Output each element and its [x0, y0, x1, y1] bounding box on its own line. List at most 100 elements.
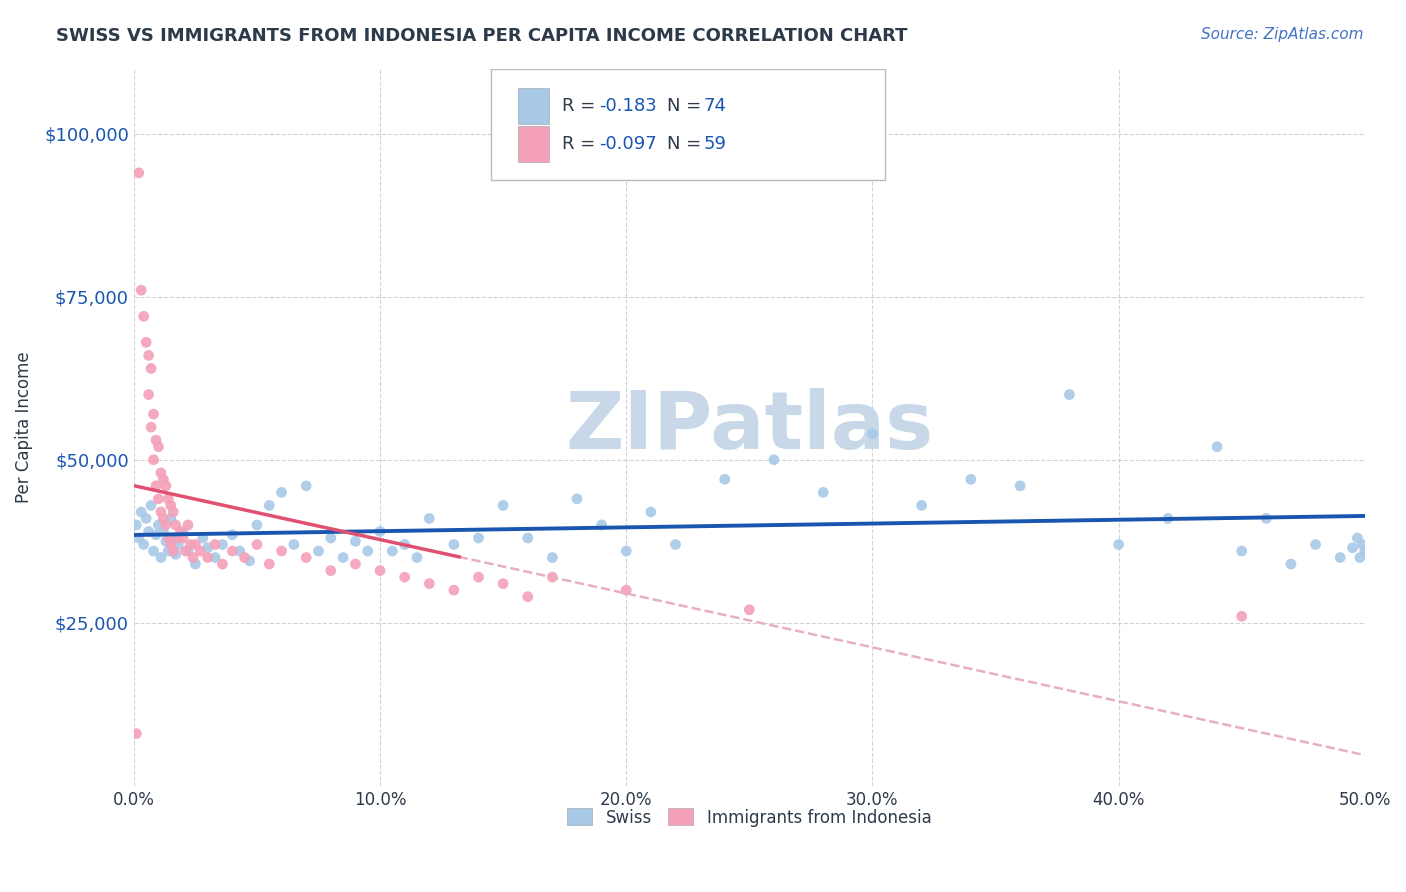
Point — [246, 537, 269, 551]
Point — [319, 531, 342, 545]
Point — [238, 554, 260, 568]
Point — [368, 564, 391, 578]
Point — [142, 407, 165, 421]
Point — [204, 550, 226, 565]
Point — [125, 726, 148, 740]
Point — [344, 534, 367, 549]
Point — [259, 499, 281, 513]
FancyBboxPatch shape — [491, 69, 884, 179]
Point — [738, 603, 761, 617]
Point — [128, 166, 150, 180]
Point — [138, 524, 160, 539]
Point — [1059, 387, 1081, 401]
Text: 59: 59 — [704, 135, 727, 153]
Point — [911, 499, 934, 513]
Point — [184, 557, 207, 571]
Point — [565, 491, 588, 506]
Point — [332, 550, 354, 565]
Point — [155, 479, 177, 493]
Point — [139, 499, 162, 513]
Point — [139, 420, 162, 434]
Point — [179, 537, 201, 551]
Point — [1354, 544, 1376, 558]
Point — [159, 537, 181, 551]
Point — [177, 544, 200, 558]
Point — [184, 537, 207, 551]
Point — [1305, 537, 1327, 551]
Point — [197, 541, 219, 555]
Point — [406, 550, 429, 565]
Point — [145, 433, 167, 447]
Point — [295, 550, 318, 565]
Point — [319, 564, 342, 578]
Point — [157, 491, 180, 506]
Point — [1206, 440, 1229, 454]
Point — [211, 557, 233, 571]
Point — [132, 537, 155, 551]
Point — [157, 544, 180, 558]
Point — [167, 531, 190, 545]
Point — [368, 524, 391, 539]
Point — [211, 537, 233, 551]
Point — [228, 544, 250, 558]
Point — [259, 557, 281, 571]
Point — [162, 531, 184, 545]
Point — [1279, 557, 1302, 571]
Point — [155, 518, 177, 533]
Point — [443, 583, 465, 598]
Point — [155, 534, 177, 549]
Point — [1230, 609, 1253, 624]
Point — [172, 524, 194, 539]
Text: -0.097: -0.097 — [599, 135, 657, 153]
Point — [188, 544, 211, 558]
Point — [145, 527, 167, 541]
Point — [862, 426, 884, 441]
Legend: Swiss, Immigrants from Indonesia: Swiss, Immigrants from Indonesia — [558, 800, 939, 835]
Point — [129, 283, 152, 297]
Point — [541, 550, 564, 565]
Point — [139, 361, 162, 376]
Point — [129, 505, 152, 519]
Text: ZIPatlas: ZIPatlas — [565, 388, 934, 467]
Point — [467, 531, 489, 545]
Point — [221, 527, 243, 541]
Point — [381, 544, 404, 558]
Point — [177, 518, 200, 533]
Point — [125, 518, 148, 533]
Y-axis label: Per Capita Income: Per Capita Income — [15, 351, 32, 503]
Point — [270, 485, 292, 500]
Point — [270, 544, 292, 558]
Point — [1010, 479, 1032, 493]
Point — [149, 505, 172, 519]
Point — [148, 440, 170, 454]
Point — [157, 531, 180, 545]
Point — [221, 544, 243, 558]
Point — [233, 550, 256, 565]
Point — [418, 511, 440, 525]
Point — [152, 472, 174, 486]
Point — [1256, 511, 1278, 525]
Point — [148, 518, 170, 533]
Point — [149, 550, 172, 565]
Point — [640, 505, 662, 519]
Point — [204, 537, 226, 551]
Point — [128, 531, 150, 545]
Point — [1351, 537, 1374, 551]
Point — [132, 310, 155, 324]
Point — [142, 544, 165, 558]
Point — [516, 590, 538, 604]
Point — [664, 537, 686, 551]
Point — [148, 491, 170, 506]
Point — [165, 547, 187, 561]
Point — [172, 531, 194, 545]
Point — [1230, 544, 1253, 558]
Point — [713, 472, 735, 486]
Point — [246, 518, 269, 533]
Point — [159, 499, 181, 513]
Text: N =: N = — [666, 97, 707, 115]
Point — [167, 537, 190, 551]
Point — [960, 472, 983, 486]
Point — [162, 544, 184, 558]
Point — [138, 348, 160, 362]
Point — [443, 537, 465, 551]
